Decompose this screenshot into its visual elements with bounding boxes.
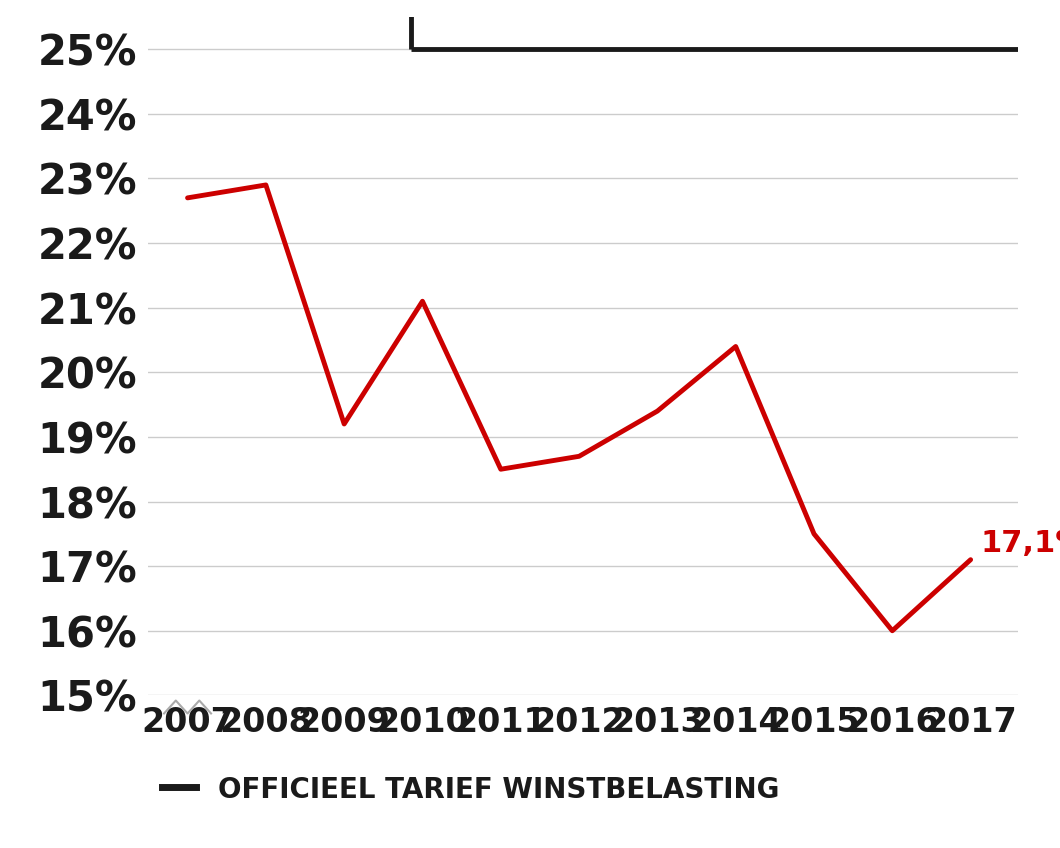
Text: 17,1%: 17,1% — [980, 529, 1060, 558]
Legend: OFFICIEEL TARIEF WINSTBELASTING: OFFICIEEL TARIEF WINSTBELASTING — [162, 776, 779, 804]
